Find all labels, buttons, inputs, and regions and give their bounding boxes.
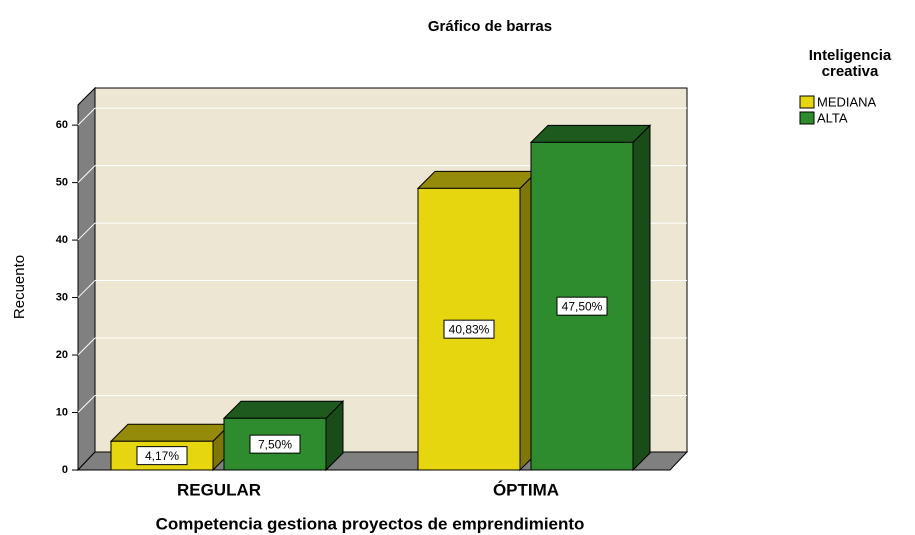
y-tick-label: 20 — [56, 349, 68, 361]
legend-title: Inteligencia creativa — [808, 47, 892, 80]
bar-top — [109, 423, 232, 442]
data-label-box — [136, 446, 188, 466]
y-tick-label: 0 — [62, 464, 68, 476]
y-tick-label: 50 — [56, 177, 68, 189]
y-tick-label: 60 — [56, 119, 68, 131]
bar-top — [222, 400, 345, 419]
grid-line — [77, 337, 96, 356]
data-label-box — [443, 319, 495, 339]
grid-line — [77, 107, 96, 126]
x-tick-label: ÓPTIMA — [493, 480, 559, 499]
data-label: 7,50% — [258, 437, 292, 451]
bar-side — [632, 124, 651, 472]
grid-line — [77, 280, 96, 298]
x-tick-label: REGULAR — [177, 480, 261, 499]
data-label: 47,50% — [562, 299, 603, 313]
grid-line — [77, 222, 96, 241]
x-axis-title: Competencia gestiona proyectos de empren… — [156, 514, 585, 533]
grid-line — [77, 165, 96, 183]
y-tick-label: 40 — [56, 234, 68, 246]
bar-top — [529, 124, 652, 143]
chart-title: Gráfico de barras — [428, 18, 552, 35]
data-label: 4,17% — [145, 449, 179, 463]
y-axis-title: Recuento — [11, 255, 28, 319]
data-label-box — [249, 434, 301, 454]
left-wall — [77, 86, 96, 472]
legend-swatch — [799, 111, 815, 125]
legend-label: ALTA — [817, 110, 848, 125]
bar — [110, 440, 214, 471]
y-tick-label: 30 — [56, 291, 68, 303]
data-label-box — [556, 296, 608, 316]
y-tick-label: 10 — [56, 406, 68, 418]
legend-label: MEDIANA — [817, 94, 877, 109]
data-label: 40,83% — [449, 322, 490, 336]
legend-swatch — [799, 95, 815, 109]
bar-top — [416, 170, 539, 189]
grid-line — [77, 395, 96, 413]
